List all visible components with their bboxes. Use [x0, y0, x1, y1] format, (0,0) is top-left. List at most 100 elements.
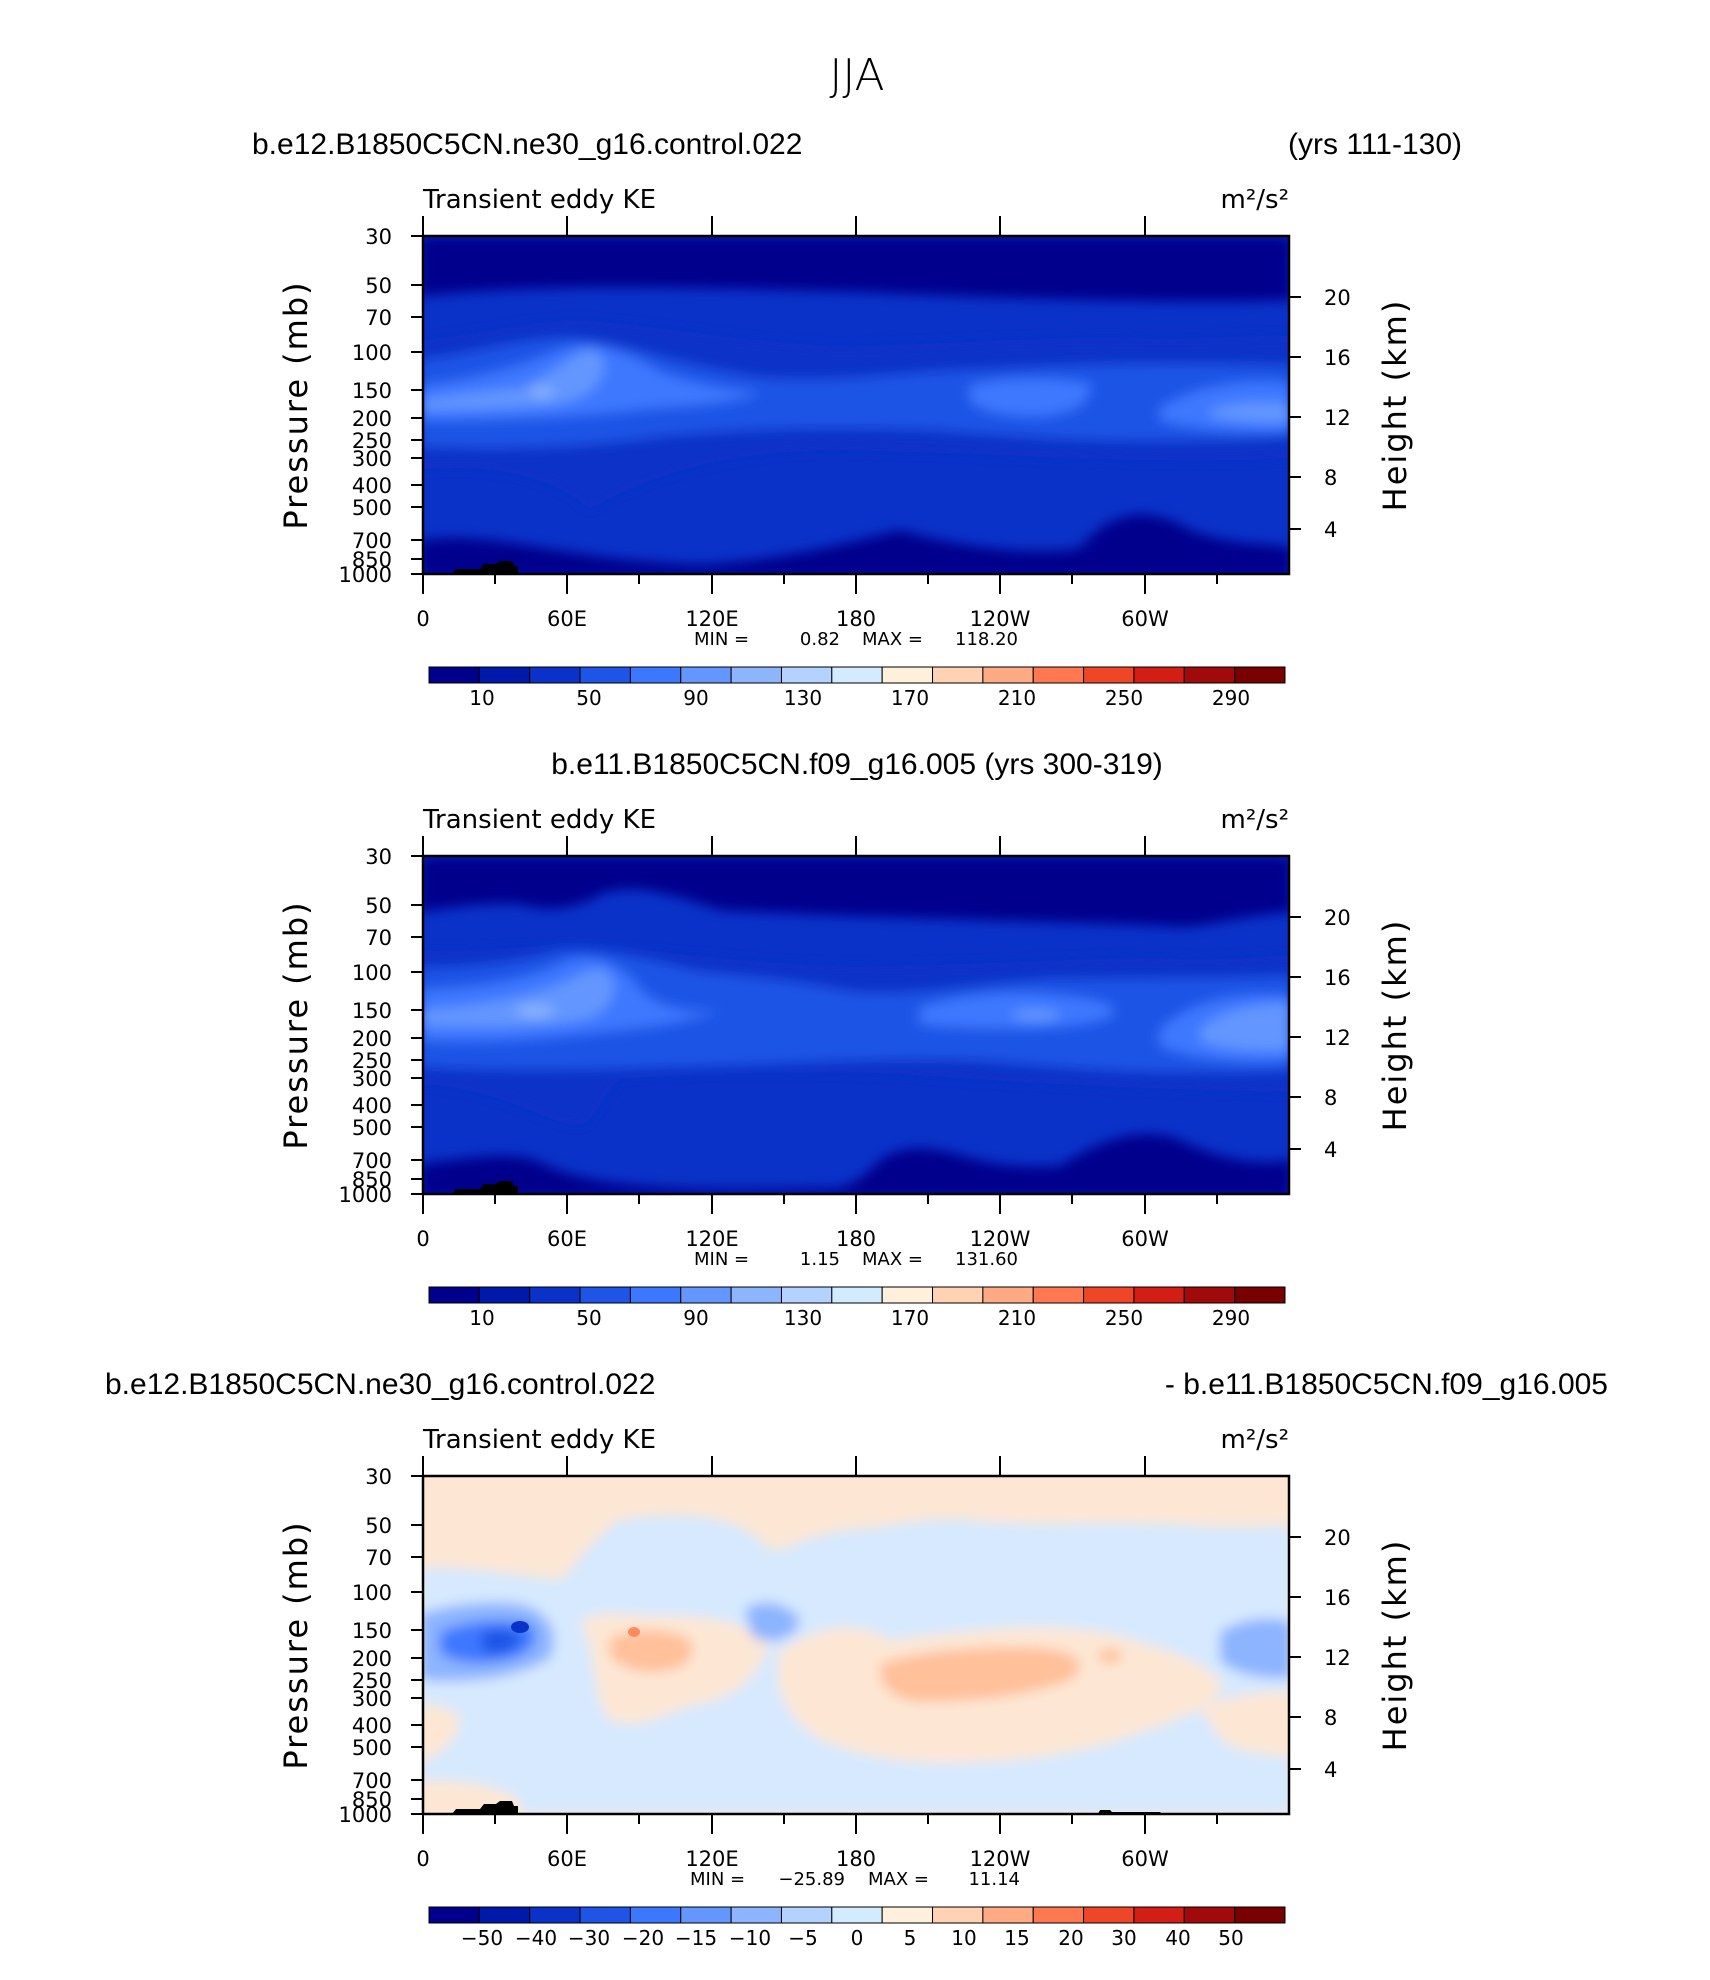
colorbar-box: [1183, 1906, 1236, 1924]
pressure-tick-50: 50: [365, 1514, 392, 1538]
height-tick-8: 8: [1324, 1706, 1337, 1730]
panel-3-lon-tick-labels: 0 60E 120E 180 120W 60W: [416, 1847, 1169, 1871]
panel-3-height-ticks: [1289, 1536, 1301, 1770]
lon-tick-180: 180: [836, 1227, 876, 1251]
pressure-tick-200: 200: [352, 1027, 392, 1051]
colorbar-box: [831, 666, 883, 684]
colorbar-box: [529, 1906, 581, 1924]
colorbar-box: [881, 1906, 934, 1924]
colorbar-label: 90: [683, 686, 708, 710]
height-tick-4: 4: [1324, 1138, 1337, 1162]
panel-2-max-label: MAX =: [862, 1249, 923, 1270]
lon-tick-120W: 120W: [970, 607, 1031, 631]
colorbar-box: [1032, 1906, 1085, 1924]
colorbar-box: [1032, 1286, 1085, 1304]
colorbar-label: 15: [1004, 1926, 1029, 1950]
panel-2-title: b.e11.B1850C5CN.f09_g16.005 (yrs 300-319…: [551, 748, 1163, 781]
colorbar-label: 130: [784, 686, 822, 710]
height-tick-20: 20: [1324, 906, 1351, 930]
panel-1-pressure-ticks: [411, 235, 423, 575]
lon-tick-120E: 120E: [685, 607, 738, 631]
panel-2-colorbar-labels: 10 50 90 130 170 210 250 290: [469, 1306, 1250, 1330]
pressure-tick-70: 70: [365, 926, 392, 950]
colorbar-label: 130: [784, 1306, 822, 1330]
panel-1-y-left-label: Pressure (mb): [277, 280, 315, 529]
panel-2-colorbar: [428, 1286, 1286, 1304]
lon-tick-60W: 60W: [1121, 1847, 1169, 1871]
colorbar-box: [478, 666, 531, 684]
pressure-tick-300: 300: [352, 447, 392, 471]
colorbar-label: 170: [891, 686, 929, 710]
colorbar-label: 210: [998, 1306, 1036, 1330]
colorbar-label: 250: [1105, 1306, 1143, 1330]
panel-2-pressure-ticks: [411, 855, 423, 1195]
colorbar-label: −30: [568, 1926, 610, 1950]
colorbar-label: 50: [1218, 1926, 1243, 1950]
colorbar-box: [1234, 1286, 1286, 1304]
pressure-tick-30: 30: [365, 225, 392, 249]
colorbar-box: [478, 1906, 531, 1924]
colorbar-box: [730, 666, 782, 684]
pressure-tick-100: 100: [352, 961, 392, 985]
colorbar-box: [1032, 666, 1085, 684]
lon-tick-180: 180: [836, 607, 876, 631]
panel-1-title-right: (yrs 111-130): [1288, 128, 1462, 161]
panel-3-variable-label: Transient eddy KE: [422, 1425, 656, 1455]
figure-title: JJA: [829, 50, 884, 101]
pressure-tick-250: 250: [352, 429, 392, 453]
colorbar-box: [579, 1286, 631, 1304]
lon-tick-0: 0: [416, 607, 429, 631]
pressure-tick-700: 700: [352, 529, 392, 553]
colorbar-label: −20: [622, 1926, 664, 1950]
panel-3-pressure-tick-labels: 30 50 70 100 150 200 250 300 400 500 700…: [339, 1465, 392, 1827]
panel-2-min-label: MIN =: [694, 1249, 749, 1270]
lon-tick-0: 0: [416, 1847, 429, 1871]
panel-2-lon-ticks: [422, 836, 1218, 1214]
panel-2-axes-frame: 30 50 70 100 150 200 250 300 400 500 700…: [277, 836, 1414, 1270]
lon-tick-60E: 60E: [547, 1227, 587, 1251]
panel-3-colorbar-labels: −50 −40 −30 −20 −15 −10 −5 0 5 10 15 20 …: [461, 1926, 1244, 1950]
colorbar-box: [1083, 666, 1135, 684]
lon-tick-120W: 120W: [970, 1847, 1031, 1871]
panel-1-lon-tick-labels: 0 60E 120E 180 120W 60W: [416, 607, 1169, 631]
colorbar-box: [881, 1286, 934, 1304]
pressure-tick-850: 850: [352, 1168, 392, 1192]
colorbar-label: 90: [683, 1306, 708, 1330]
colorbar-box: [982, 1906, 1034, 1924]
colorbar-box: [428, 666, 480, 684]
colorbar-box: [730, 1286, 782, 1304]
panel-1-lon-ticks: [422, 216, 1218, 594]
panel-1-max-value: 118.20: [955, 629, 1018, 650]
height-tick-12: 12: [1324, 406, 1351, 430]
pressure-tick-500: 500: [352, 496, 392, 520]
colorbar-box: [1083, 1906, 1135, 1924]
panel-1-units-label: m²/s²: [1221, 185, 1289, 215]
colorbar-box: [1133, 1906, 1185, 1924]
panel-2-pressure-tick-labels: 30 50 70 100 150 200 250 300 400 500 700…: [339, 845, 392, 1207]
pressure-tick-30: 30: [365, 1465, 392, 1489]
pressure-tick-850: 850: [352, 548, 392, 572]
pressure-tick-150: 150: [352, 1619, 392, 1643]
colorbar-label: 40: [1165, 1926, 1190, 1950]
panel-3-y-right-label: Height (km): [1376, 1539, 1414, 1752]
panel-2-y-left-label: Pressure (mb): [277, 900, 315, 1149]
panel-1-y-right-label: Height (km): [1376, 299, 1414, 512]
height-tick-20: 20: [1324, 286, 1351, 310]
panel-1-axes-frame: 30 50 70 100 150 200 250 300 400 500 700…: [277, 216, 1414, 650]
colorbar-box: [932, 1906, 984, 1924]
pressure-tick-100: 100: [352, 341, 392, 365]
colorbar-box: [881, 666, 934, 684]
pressure-tick-150: 150: [352, 379, 392, 403]
pressure-tick-70: 70: [365, 306, 392, 330]
colorbar-label: 170: [891, 1306, 929, 1330]
pressure-tick-850: 850: [352, 1788, 392, 1812]
colorbar-label: 290: [1212, 686, 1250, 710]
panel-1-colorbar-labels: 10 50 90 130 170 210 250 290: [469, 686, 1250, 710]
colorbar-box: [428, 1906, 480, 1924]
colorbar-label: 50: [576, 1306, 601, 1330]
panel-2-lon-tick-labels: 0 60E 120E 180 120W 60W: [416, 1227, 1169, 1251]
pressure-tick-1000: 1000: [339, 1183, 392, 1207]
colorbar-label: 50: [576, 686, 601, 710]
pressure-tick-400: 400: [352, 1094, 392, 1118]
panel-1-colorbar: [428, 666, 1286, 684]
